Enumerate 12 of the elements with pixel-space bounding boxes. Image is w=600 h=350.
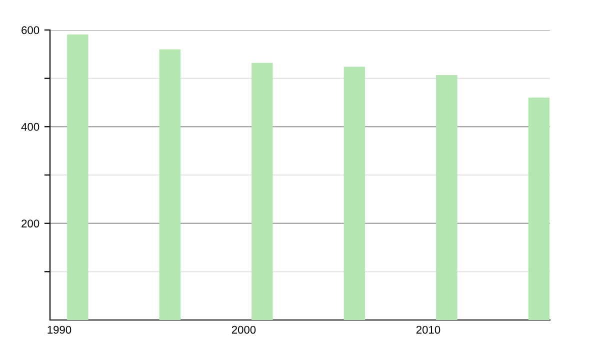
bar — [252, 62, 273, 320]
y-tick-label: 600 — [22, 26, 40, 34]
x-tick-label: 2000 — [232, 326, 256, 334]
x-tick-label: 2010 — [416, 326, 440, 334]
bar — [436, 74, 458, 320]
bar — [528, 98, 550, 320]
bar — [159, 49, 181, 320]
bar — [344, 66, 366, 320]
bar — [67, 34, 88, 320]
y-tick-label: 400 — [21, 122, 40, 131]
x-tick-label: 1990 — [48, 326, 72, 334]
y-tick-label: 200 — [22, 220, 40, 228]
